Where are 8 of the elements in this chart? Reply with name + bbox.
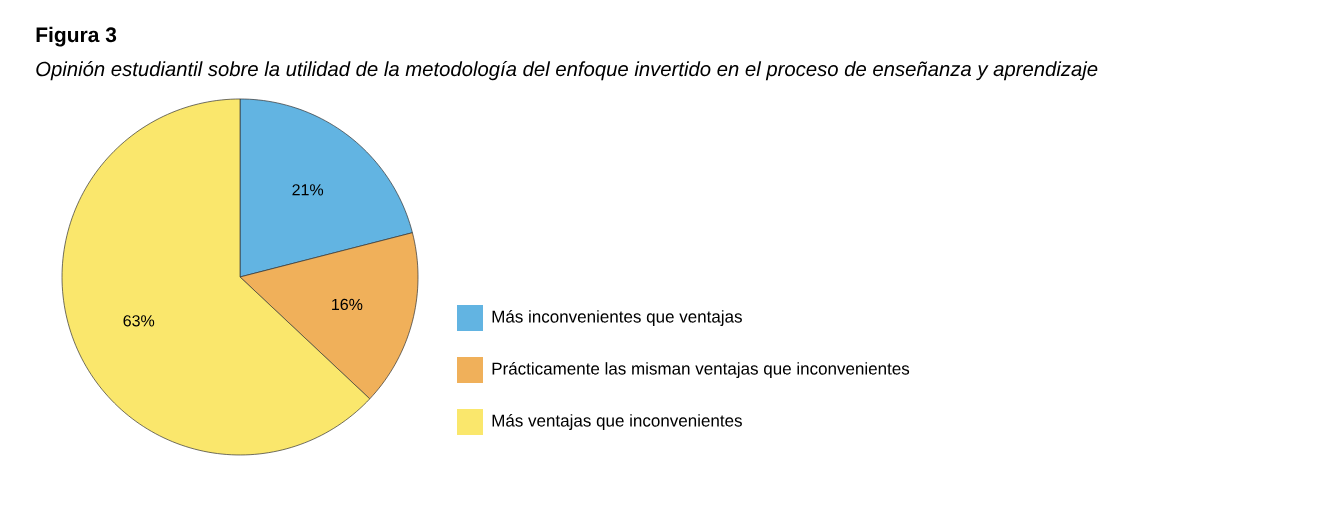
data-label: 21% <box>292 184 324 196</box>
legend-label: Prácticamente las misman ventajas que inconvenientes <box>492 361 910 379</box>
legend-label: Más inconvenientes que ventajas <box>492 309 742 327</box>
chart-title: Figura 3 <box>36 26 117 47</box>
data-label: 63% <box>123 315 155 327</box>
legend-label: Más ventajas que inconvenientes <box>492 413 742 431</box>
data-label: 16% <box>332 298 363 311</box>
chart-subtitle: Opinión estudiantil sobre la utilidad de la metodología del enfoque invertido en el proceso de enseñanza y aprendizaje <box>36 61 1098 81</box>
